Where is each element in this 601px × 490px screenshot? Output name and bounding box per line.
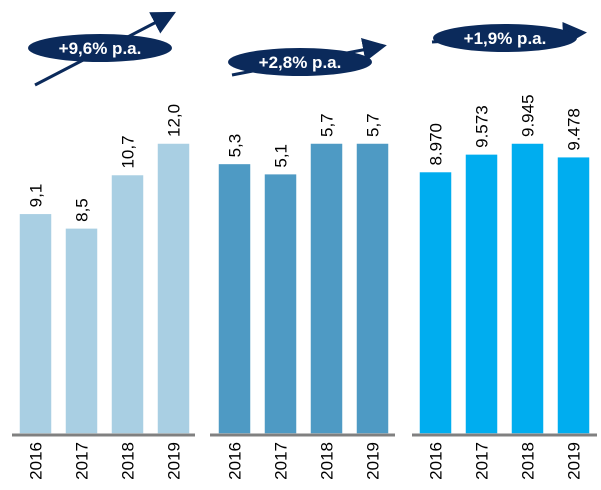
x-tick-label: 2016 <box>226 442 245 480</box>
bar <box>464 153 499 435</box>
bar <box>156 142 191 435</box>
growth-badge <box>433 24 577 52</box>
x-tick-label: 2016 <box>427 442 446 480</box>
x-tick-label: 2017 <box>272 442 291 480</box>
bar <box>556 155 591 435</box>
bar <box>355 142 390 435</box>
bar <box>18 212 53 435</box>
value-label: 12,0 <box>165 104 184 137</box>
x-tick-label: 2019 <box>364 442 383 480</box>
growth-badge <box>28 34 172 62</box>
growth-label: +1,9% p.a. <box>464 29 547 48</box>
value-label: 5,3 <box>226 134 245 158</box>
value-label: 9.478 <box>565 108 584 151</box>
bar <box>418 170 453 435</box>
value-label: 9,1 <box>27 184 46 208</box>
x-tick-label: 2018 <box>119 442 138 480</box>
x-tick-label: 2019 <box>165 442 184 480</box>
x-tick-label: 2018 <box>318 442 337 480</box>
value-label: 8.970 <box>427 123 446 166</box>
bar <box>110 173 145 435</box>
value-label: 8,5 <box>73 198 92 222</box>
x-tick-label: 2018 <box>519 442 538 480</box>
growth-label: +9,6% p.a. <box>59 39 142 58</box>
x-tick-label: 2017 <box>473 442 492 480</box>
value-label: 5,1 <box>272 144 291 168</box>
bar <box>510 142 545 435</box>
value-label: 5,7 <box>364 113 383 137</box>
growth-badge <box>228 48 372 76</box>
growth-label: +2,8% p.a. <box>259 53 342 72</box>
x-tick-label: 2019 <box>565 442 584 480</box>
bar <box>309 142 344 435</box>
value-label: 9.945 <box>519 94 538 137</box>
bar <box>217 162 252 435</box>
value-label: 10,7 <box>119 135 138 168</box>
value-label: 5,7 <box>318 113 337 137</box>
x-tick-label: 2016 <box>27 442 46 480</box>
x-tick-label: 2017 <box>73 442 92 480</box>
value-label: 9.573 <box>473 105 492 148</box>
bar <box>263 172 298 435</box>
bar <box>64 227 99 435</box>
